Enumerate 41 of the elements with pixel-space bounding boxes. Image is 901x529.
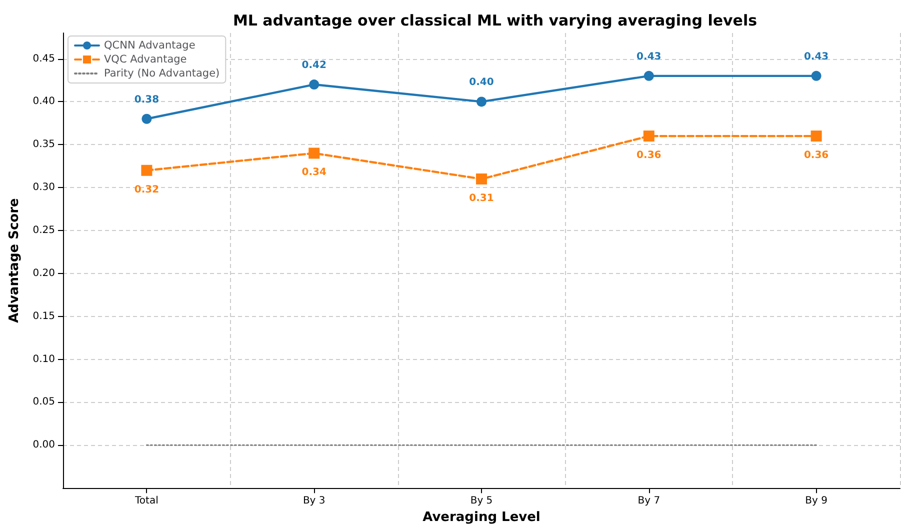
data-label: 0.42 bbox=[302, 60, 326, 72]
x-tick-label: By 9 bbox=[805, 496, 828, 507]
point bbox=[811, 70, 822, 81]
point bbox=[308, 148, 320, 159]
point bbox=[476, 173, 487, 184]
y-axis-title: Advantage Score bbox=[7, 198, 22, 323]
legend-label: Parity (No Advantage) bbox=[104, 68, 220, 80]
y-tick-label: 0.20 bbox=[32, 268, 55, 279]
data-label: 0.36 bbox=[804, 150, 829, 162]
x-tick-label: Total bbox=[134, 496, 158, 507]
point bbox=[476, 96, 486, 107]
chart-title: ML advantage over classical ML with varying averaging levels bbox=[232, 12, 758, 30]
legend-label: QCNN Advantage bbox=[104, 40, 196, 52]
point bbox=[644, 70, 654, 81]
y-tick-label: 0.35 bbox=[32, 139, 55, 150]
y-tick-label: 0.00 bbox=[32, 440, 55, 451]
point bbox=[141, 164, 152, 176]
y-tick-label: 0.25 bbox=[32, 224, 55, 236]
y-tick-label: 0.05 bbox=[32, 396, 55, 408]
data-label: 0.32 bbox=[134, 184, 160, 196]
legend-label: VQC Advantage bbox=[104, 54, 187, 66]
y-tick-label: 0.10 bbox=[32, 354, 55, 365]
y-tick-label: 0.45 bbox=[32, 53, 55, 64]
x-tick-label: By 3 bbox=[302, 496, 326, 507]
point bbox=[309, 80, 320, 90]
x-tick-label: By 7 bbox=[638, 496, 660, 507]
y-tick-label: 0.30 bbox=[32, 182, 55, 194]
data-label: 0.43 bbox=[804, 51, 829, 62]
y-tick-label: 0.15 bbox=[32, 310, 55, 322]
data-label: 0.36 bbox=[636, 150, 662, 162]
data-label: 0.40 bbox=[469, 77, 494, 88]
point bbox=[810, 130, 822, 142]
point bbox=[643, 130, 654, 142]
data-label: 0.38 bbox=[134, 94, 160, 106]
x-axis-title: Averaging Level bbox=[422, 510, 540, 525]
y-tick-label: 0.40 bbox=[32, 96, 55, 108]
data-label: 0.34 bbox=[302, 167, 326, 178]
data-label: 0.31 bbox=[469, 192, 494, 204]
x-tick-label: By 5 bbox=[470, 496, 493, 507]
data-label: 0.43 bbox=[636, 51, 662, 62]
point bbox=[142, 114, 152, 124]
